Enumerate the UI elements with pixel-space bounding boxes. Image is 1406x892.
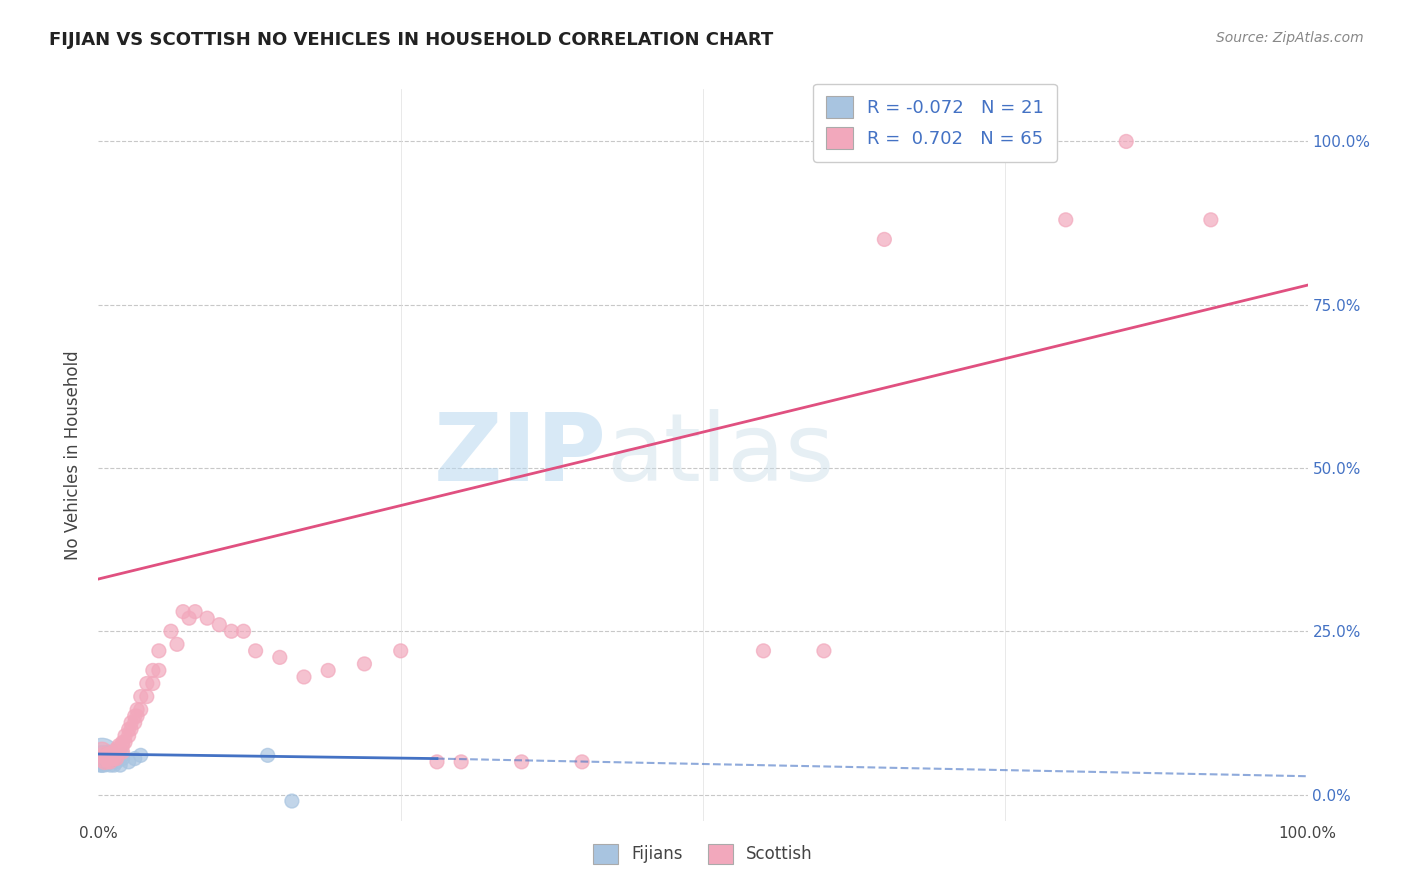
- Point: [221, 624, 243, 639]
- Point: [97, 755, 120, 769]
- Point: [118, 723, 141, 737]
- Point: [269, 650, 291, 665]
- Point: [120, 723, 142, 737]
- Point: [101, 745, 124, 759]
- Point: [256, 748, 278, 763]
- Point: [97, 755, 120, 769]
- Point: [105, 748, 128, 763]
- Point: [142, 664, 165, 678]
- Point: [103, 758, 125, 772]
- Point: [105, 755, 128, 769]
- Point: [100, 755, 122, 769]
- Legend: Fijians, Scottish: Fijians, Scottish: [586, 838, 820, 871]
- Point: [96, 751, 118, 765]
- Point: [118, 755, 141, 769]
- Point: [1054, 212, 1077, 227]
- Text: FIJIAN VS SCOTTISH NO VEHICLES IN HOUSEHOLD CORRELATION CHART: FIJIAN VS SCOTTISH NO VEHICLES IN HOUSEH…: [49, 31, 773, 49]
- Point: [91, 751, 114, 765]
- Point: [111, 748, 134, 763]
- Point: [111, 735, 134, 749]
- Point: [450, 755, 472, 769]
- Point: [129, 703, 152, 717]
- Point: [353, 657, 375, 671]
- Point: [571, 755, 593, 769]
- Point: [97, 745, 120, 759]
- Point: [103, 745, 125, 759]
- Point: [129, 748, 152, 763]
- Point: [96, 751, 118, 765]
- Point: [179, 611, 201, 625]
- Point: [148, 664, 170, 678]
- Point: [120, 715, 142, 730]
- Text: atlas: atlas: [606, 409, 835, 501]
- Point: [105, 745, 128, 759]
- Point: [426, 755, 449, 769]
- Point: [105, 741, 128, 756]
- Point: [111, 751, 134, 765]
- Point: [1115, 135, 1137, 149]
- Point: [124, 751, 146, 765]
- Point: [100, 758, 122, 772]
- Point: [100, 748, 122, 763]
- Point: [281, 794, 304, 808]
- Point: [91, 755, 114, 769]
- Point: [93, 755, 115, 769]
- Point: [103, 751, 125, 765]
- Point: [114, 735, 136, 749]
- Text: Source: ZipAtlas.com: Source: ZipAtlas.com: [1216, 31, 1364, 45]
- Point: [184, 605, 207, 619]
- Point: [108, 758, 131, 772]
- Point: [108, 745, 131, 759]
- Point: [118, 729, 141, 743]
- Point: [752, 644, 775, 658]
- Point: [101, 751, 124, 765]
- Point: [389, 644, 412, 658]
- Point: [232, 624, 254, 639]
- Point: [127, 709, 149, 723]
- Point: [101, 751, 124, 765]
- Point: [195, 611, 218, 625]
- Point: [1199, 212, 1222, 227]
- Point: [127, 703, 149, 717]
- Point: [813, 644, 835, 658]
- Point: [97, 748, 120, 763]
- Point: [114, 729, 136, 743]
- Point: [135, 676, 157, 690]
- Point: [135, 690, 157, 704]
- Point: [148, 644, 170, 658]
- Point: [105, 751, 128, 765]
- Point: [510, 755, 533, 769]
- Point: [91, 748, 114, 763]
- Text: ZIP: ZIP: [433, 409, 606, 501]
- Point: [111, 745, 134, 759]
- Point: [245, 644, 267, 658]
- Point: [208, 617, 231, 632]
- Point: [142, 676, 165, 690]
- Point: [93, 748, 115, 763]
- Point: [129, 690, 152, 704]
- Point: [166, 637, 188, 651]
- Point: [292, 670, 315, 684]
- Point: [316, 664, 339, 678]
- Point: [91, 745, 114, 759]
- Point: [172, 605, 194, 619]
- Point: [873, 232, 896, 246]
- Point: [124, 715, 146, 730]
- Point: [160, 624, 183, 639]
- Point: [124, 709, 146, 723]
- Point: [111, 739, 134, 753]
- Point: [91, 751, 114, 765]
- Point: [108, 739, 131, 753]
- Point: [93, 755, 115, 769]
- Point: [100, 751, 122, 765]
- Y-axis label: No Vehicles in Household: No Vehicles in Household: [65, 350, 83, 560]
- Point: [100, 748, 122, 763]
